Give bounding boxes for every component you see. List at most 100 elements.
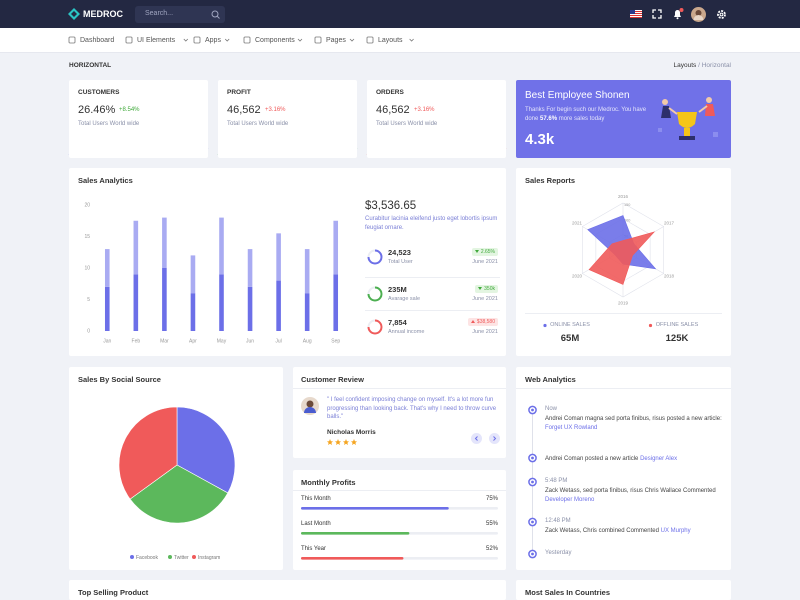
card-title: Most Sales In Countries — [525, 588, 611, 597]
event-text: Zack Wetass, Chris combined Commented UX… — [545, 527, 725, 536]
stat-label: ORDERS — [376, 89, 404, 96]
search-icon[interactable] — [211, 10, 220, 19]
sales-value: 125K — [665, 333, 689, 344]
profit-value: 75% — [485, 496, 498, 502]
item-label: Total User — [388, 259, 413, 265]
stat-note: Total Users World wide — [227, 121, 289, 127]
page-title: HORIZONTAL — [69, 62, 112, 69]
item-value: 24,523 — [388, 248, 411, 257]
timeline-line — [532, 408, 533, 556]
card-title: Monthly Profits — [301, 478, 356, 487]
search-box[interactable] — [135, 6, 225, 23]
stat-label: CUSTOMERS — [78, 89, 120, 96]
sales-label: ONLINE SALES — [550, 322, 590, 328]
divider — [365, 310, 500, 311]
event-text: Zack Wetass, Chris combined Commented — [545, 528, 661, 534]
event-text: Andrei Coman posted a new article — [545, 456, 641, 462]
web-analytics-card — [516, 367, 731, 570]
reviewer-avatar — [301, 397, 319, 415]
item-date: June 2021 — [472, 329, 498, 335]
stat-change: +8.54% — [119, 107, 140, 113]
nav-item[interactable]: Components — [255, 37, 295, 44]
nav-item[interactable]: Layouts — [378, 37, 403, 44]
stat-card — [218, 80, 357, 158]
reviewer-name: Nicholas Morris — [327, 429, 376, 436]
trophy-illustration — [658, 97, 718, 140]
review-pager[interactable] — [471, 433, 501, 444]
sales-analytics-card — [69, 168, 506, 356]
stat-value: 46,562 — [376, 104, 410, 116]
event-link[interactable]: Designer Alex — [640, 456, 678, 462]
profit-label: This Month — [301, 496, 331, 502]
profit-label: Last Month — [301, 521, 331, 527]
item-value: 235M — [388, 285, 407, 294]
sales-reports-card — [516, 168, 731, 356]
badge: 350k — [475, 285, 498, 293]
stat-value: 46,562 — [227, 104, 261, 116]
text: more sales today — [557, 115, 605, 122]
item-date: June 2021 — [472, 259, 498, 265]
item-label: Annual income — [388, 329, 425, 335]
divider — [525, 313, 722, 314]
event-link[interactable]: UX Murphy — [660, 528, 691, 534]
event-text: Andrei Coman magna sed porta finibus, ri… — [545, 416, 722, 422]
card-title: Sales Analytics — [78, 176, 133, 185]
stat-card — [367, 80, 506, 158]
description: Curabitur lacinia eleifend justo eget lo… — [365, 216, 498, 231]
amount: $3,536.65 — [365, 200, 417, 212]
social-card — [69, 367, 283, 570]
card-title: Sales By Social Source — [78, 375, 161, 384]
review-card — [293, 367, 506, 458]
stat-note: Total Users World wide — [376, 121, 438, 127]
fullscreen-icon[interactable] — [652, 9, 662, 19]
countries-card — [516, 580, 731, 600]
divider — [293, 490, 506, 491]
divider — [516, 388, 731, 389]
card-title: Web Analytics — [525, 375, 576, 384]
event-text: Zack Wetass, sed porta finibus, risus Ch… — [545, 488, 716, 494]
sales-label: OFFLINE SALES — [655, 322, 699, 328]
divider — [365, 277, 500, 278]
avatar[interactable] — [691, 7, 706, 22]
event-link[interactable]: Forget UX Rowland — [545, 424, 598, 431]
profit-label: This Year — [301, 546, 327, 552]
top-selling-card — [69, 580, 506, 600]
event-text: Zack Wetass, sed porta finibus, risus Ch… — [545, 487, 725, 504]
settings-icon[interactable] — [716, 9, 727, 20]
stat-change: +3.16% — [265, 107, 286, 113]
event-time: Now — [545, 406, 558, 412]
stat-note: Total Users World wide — [78, 121, 140, 127]
card-title: Top Selling Product — [78, 588, 149, 597]
card-title: Sales Reports — [525, 176, 576, 185]
logo-icon — [68, 8, 80, 20]
profits-card — [293, 470, 506, 570]
employee-value: 4.3k — [525, 131, 555, 148]
breadcrumb: Layouts / Horizontal — [673, 62, 731, 69]
stat-value: 26.46% — [78, 104, 116, 116]
event-time: 5:48 PM — [545, 478, 568, 484]
event-text: Andrei Coman magna sed porta finibus, ri… — [545, 415, 725, 432]
sales-value: 65M — [560, 333, 580, 344]
text: Thanks For begin such our Medroc. You ha… — [525, 107, 647, 122]
flag-icon[interactable] — [630, 10, 642, 18]
nav-item[interactable]: Dashboard — [80, 37, 115, 44]
nav-item[interactable]: UI Elements — [137, 37, 176, 44]
nav-item[interactable]: Apps — [205, 37, 221, 44]
event-text: Andrei Coman posted a new article Design… — [545, 455, 725, 464]
rating-stars — [327, 439, 357, 445]
breadcrumb-item[interactable]: Layouts — [673, 62, 697, 69]
item-value: 7,854 — [388, 318, 407, 327]
item-label: Avarage sale — [388, 296, 421, 302]
bell-icon[interactable] — [672, 8, 684, 20]
nav-item[interactable]: Pages — [326, 37, 346, 44]
stat-card — [69, 80, 208, 158]
employee-title: Best Employee Shonen — [525, 90, 630, 101]
event-link[interactable]: Developer Moreno — [545, 496, 595, 503]
event-time: Yesterday — [545, 550, 572, 556]
topbar — [0, 0, 800, 28]
text-bold: 57.6% — [540, 115, 558, 122]
card-title: Customer Review — [301, 375, 364, 384]
profit-value: 52% — [485, 546, 498, 552]
stat-change: +3.16% — [414, 107, 435, 113]
